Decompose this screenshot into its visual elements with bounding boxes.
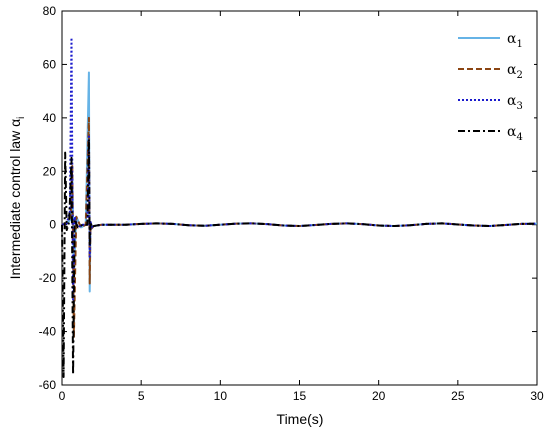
legend-label-alpha-1: α1 bbox=[507, 31, 523, 50]
legend-label-main: α bbox=[507, 62, 517, 78]
legend-label-sub: 4 bbox=[516, 132, 522, 143]
legend-label-main: α bbox=[507, 31, 517, 47]
x-tick-label: 0 bbox=[59, 389, 66, 403]
legend-label-alpha-3: α3 bbox=[507, 93, 523, 112]
legend-label-sub: 2 bbox=[516, 70, 522, 81]
y-axis-label-sub: i bbox=[16, 117, 27, 119]
y-tick-label: 20 bbox=[43, 164, 57, 178]
y-tick-label: -60 bbox=[39, 378, 57, 392]
x-tick-label: 20 bbox=[372, 389, 386, 403]
y-tick-label: 60 bbox=[43, 57, 57, 71]
legend-label-main: α bbox=[507, 93, 517, 109]
legend-label-sub: 1 bbox=[516, 39, 522, 50]
x-tick-label: 25 bbox=[451, 389, 465, 403]
y-axis-label-main: Intermediate control law α bbox=[7, 119, 23, 280]
y-tick-label: -40 bbox=[39, 325, 57, 339]
y-tick-label: 80 bbox=[43, 4, 57, 18]
x-tick-label: 15 bbox=[293, 389, 307, 403]
series-line-alpha-2 bbox=[61, 116, 538, 338]
series-line-alpha-4 bbox=[61, 138, 538, 378]
legend-label-alpha-2: α2 bbox=[507, 62, 523, 81]
x-axis-label: Time(s) bbox=[277, 411, 324, 427]
legend-box bbox=[446, 20, 534, 144]
x-tick-label: 10 bbox=[214, 389, 228, 403]
y-tick-label: 0 bbox=[49, 218, 56, 232]
y-tick-label: 40 bbox=[43, 111, 57, 125]
x-axis: 0 5 10 15 20 25 30 bbox=[59, 11, 544, 403]
legend-label-sub: 3 bbox=[516, 101, 522, 112]
series-layer bbox=[61, 36, 538, 378]
y-axis-label: Intermediate control law αi bbox=[7, 117, 27, 280]
y-tick-label: -20 bbox=[39, 271, 57, 285]
x-tick-label: 30 bbox=[530, 389, 544, 403]
legend-label-main: α bbox=[507, 124, 517, 140]
y-axis: -60 -40 -20 0 20 40 60 80 bbox=[39, 4, 537, 392]
legend-label-alpha-4: α4 bbox=[507, 124, 523, 143]
x-tick-label: 5 bbox=[138, 389, 145, 403]
